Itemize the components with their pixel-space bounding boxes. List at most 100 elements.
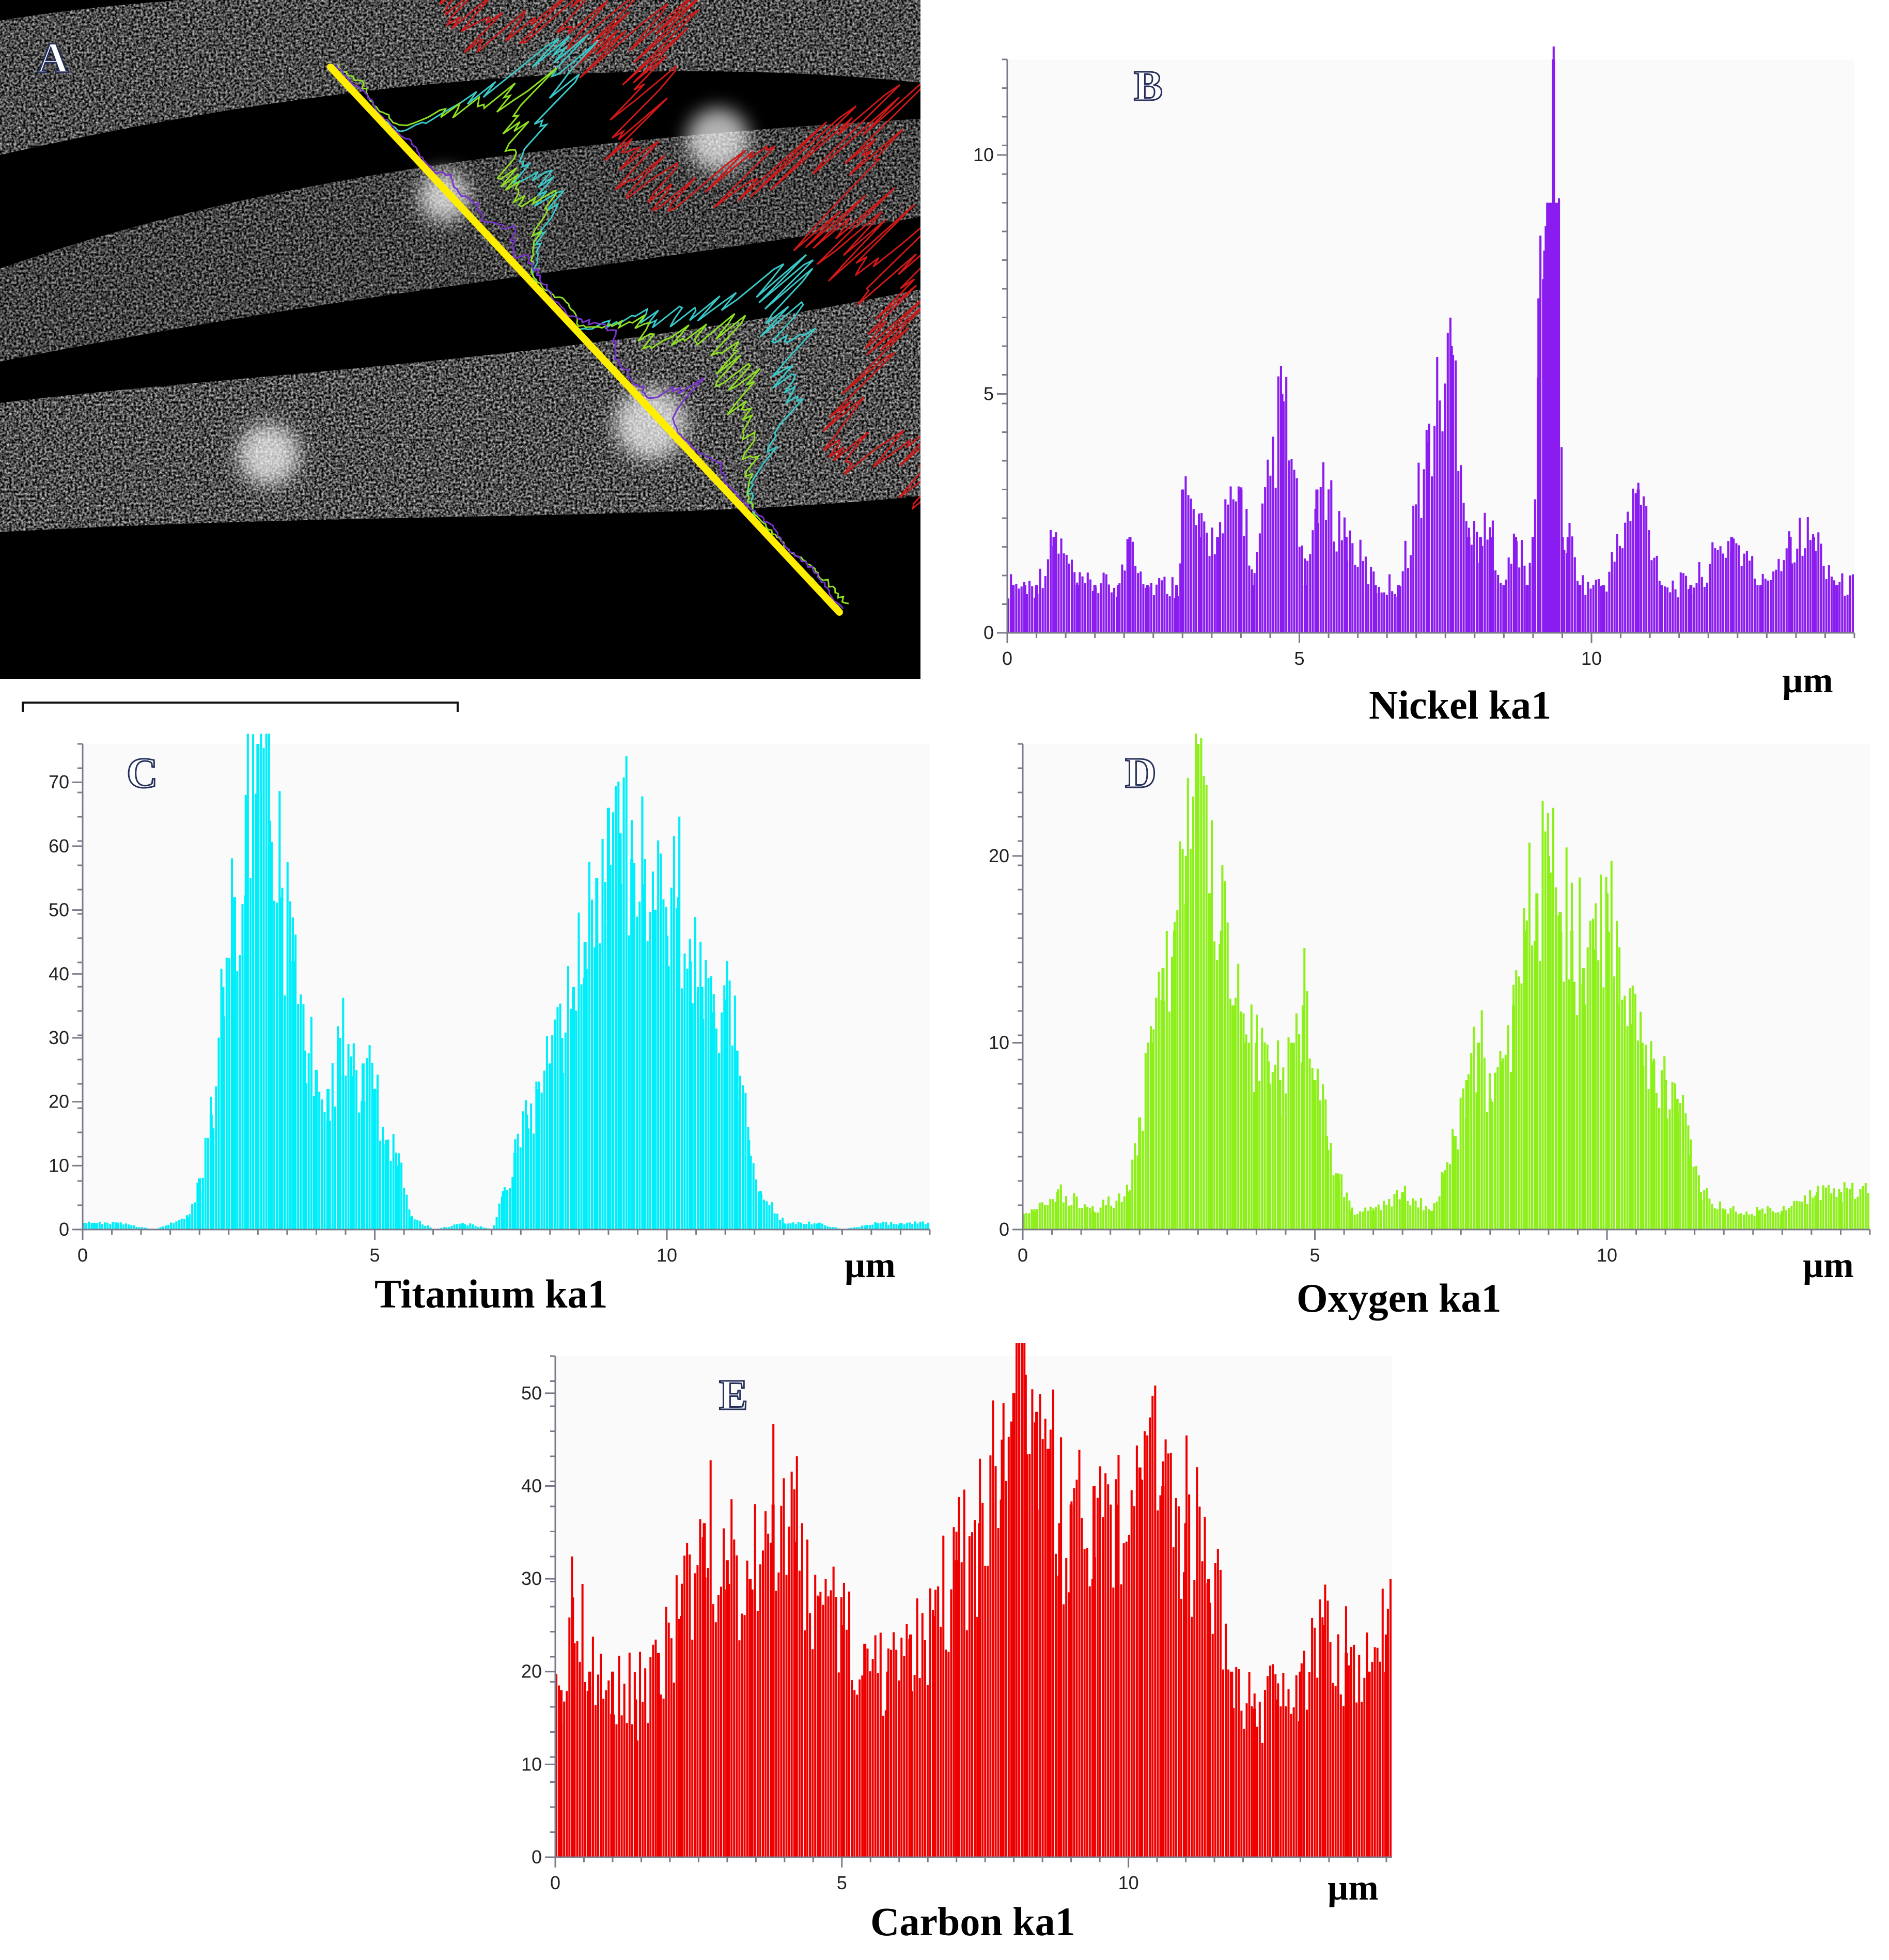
bar-fill [260, 734, 262, 1230]
bar-fill [231, 858, 233, 1230]
bar-fill [1423, 469, 1425, 633]
bar-fill [1494, 570, 1497, 633]
bar-fill [861, 1225, 863, 1230]
bar-fill [1328, 489, 1330, 633]
bar-fill [1169, 1453, 1172, 1857]
bar-fill [1322, 462, 1324, 633]
bar-fill [1563, 550, 1566, 633]
bar-fill [1844, 596, 1846, 633]
bar-fill [1142, 1130, 1144, 1230]
bar [1523, 930, 1527, 1230]
bar-fill [90, 1223, 93, 1230]
bar-fill [1054, 1553, 1057, 1857]
bar-fill [170, 1222, 173, 1230]
bar-fill [788, 1527, 790, 1857]
x-tick-label: 5 [370, 1245, 380, 1266]
bar-fill [1494, 1072, 1496, 1230]
bar-fill [345, 1075, 347, 1230]
bar-fill [709, 1460, 712, 1857]
bar-fill [1238, 1669, 1240, 1857]
bar-fill [1419, 1198, 1422, 1230]
bar-fill [751, 1589, 754, 1857]
bar-fill [929, 1588, 931, 1857]
bar [1788, 537, 1792, 633]
bar-fill [276, 903, 278, 1230]
bar-fill [906, 1624, 908, 1857]
bar-fill [1034, 1422, 1036, 1857]
bar-fill [1330, 480, 1333, 633]
bar [1664, 1080, 1667, 1230]
bar-fill [767, 1533, 770, 1857]
bar-fill [482, 1227, 485, 1230]
bar-fill [379, 1140, 382, 1230]
bar-fill [1367, 584, 1370, 633]
bar-fill [1592, 585, 1595, 633]
bar-fill [856, 1694, 858, 1857]
bar-fill [1005, 1481, 1007, 1857]
bar-fill [1084, 583, 1086, 633]
bar-fill [1828, 565, 1830, 633]
bar-fill [879, 1632, 882, 1857]
bar-fill [563, 1701, 566, 1857]
bar-fill [835, 1597, 837, 1857]
bar-fill [1358, 1655, 1361, 1857]
bar-fill [1272, 1664, 1274, 1857]
titanium-chart: 0 5 10 0 10 20 30 40 50 60 70 [49, 734, 931, 1266]
bar [1138, 1117, 1142, 1230]
bar-fill [871, 1659, 874, 1857]
bar-fill [1785, 1210, 1788, 1230]
bar-fill [1025, 1212, 1028, 1230]
bar-fill [1841, 573, 1844, 633]
bar-fill [683, 953, 686, 1230]
bar-fill [189, 1214, 191, 1230]
bar-fill [858, 1227, 861, 1230]
fiber-top [0, 0, 920, 155]
bar [1652, 1061, 1656, 1230]
bar [1582, 968, 1585, 1230]
bar-fill [1655, 1093, 1658, 1230]
bar-fill [1470, 545, 1473, 633]
bar [1547, 855, 1550, 1230]
bar-fill [1150, 583, 1152, 633]
bar-fill [1484, 512, 1486, 633]
bar-fill [1685, 575, 1688, 633]
bar [315, 1069, 318, 1230]
bar-fill [464, 1224, 466, 1230]
bar-fill [743, 1615, 746, 1857]
bar [1477, 1043, 1480, 1230]
bar-fill [1724, 557, 1727, 633]
particle [418, 170, 470, 222]
bar-fill [1428, 1209, 1430, 1230]
bar-fill [676, 908, 678, 1230]
bar-fill [1125, 1542, 1128, 1857]
bar [1757, 1210, 1761, 1230]
bar-fill [976, 1616, 979, 1857]
bar-fill [615, 1724, 618, 1857]
bar-fill [1295, 478, 1298, 633]
bar [571, 1597, 574, 1857]
bar [1531, 537, 1535, 633]
bar-fill [1214, 1563, 1216, 1857]
element-profile-line [334, 63, 844, 610]
bar-fill [787, 1223, 789, 1230]
bar-fill [1489, 527, 1491, 633]
bar-fill [1050, 530, 1052, 633]
bar-fill [1253, 573, 1256, 633]
bar-fill [1219, 522, 1222, 633]
bar-fill [1021, 1343, 1023, 1857]
bar-fill [1283, 401, 1285, 633]
bar-fill [382, 1127, 384, 1230]
bar-fill [337, 1026, 339, 1230]
bar-fill [1772, 1211, 1774, 1230]
bar-fill [625, 756, 628, 1230]
bar-fill [1491, 1101, 1494, 1230]
bar-fill [1301, 546, 1303, 633]
bar [1453, 1136, 1457, 1230]
bar [1075, 585, 1079, 633]
bar-fill [143, 1227, 146, 1230]
bar-fill [845, 1629, 848, 1857]
bar-fill [1152, 595, 1155, 633]
bar-fill [778, 1220, 781, 1230]
bar-fill [1669, 592, 1672, 633]
bar-fill [1039, 1394, 1041, 1857]
